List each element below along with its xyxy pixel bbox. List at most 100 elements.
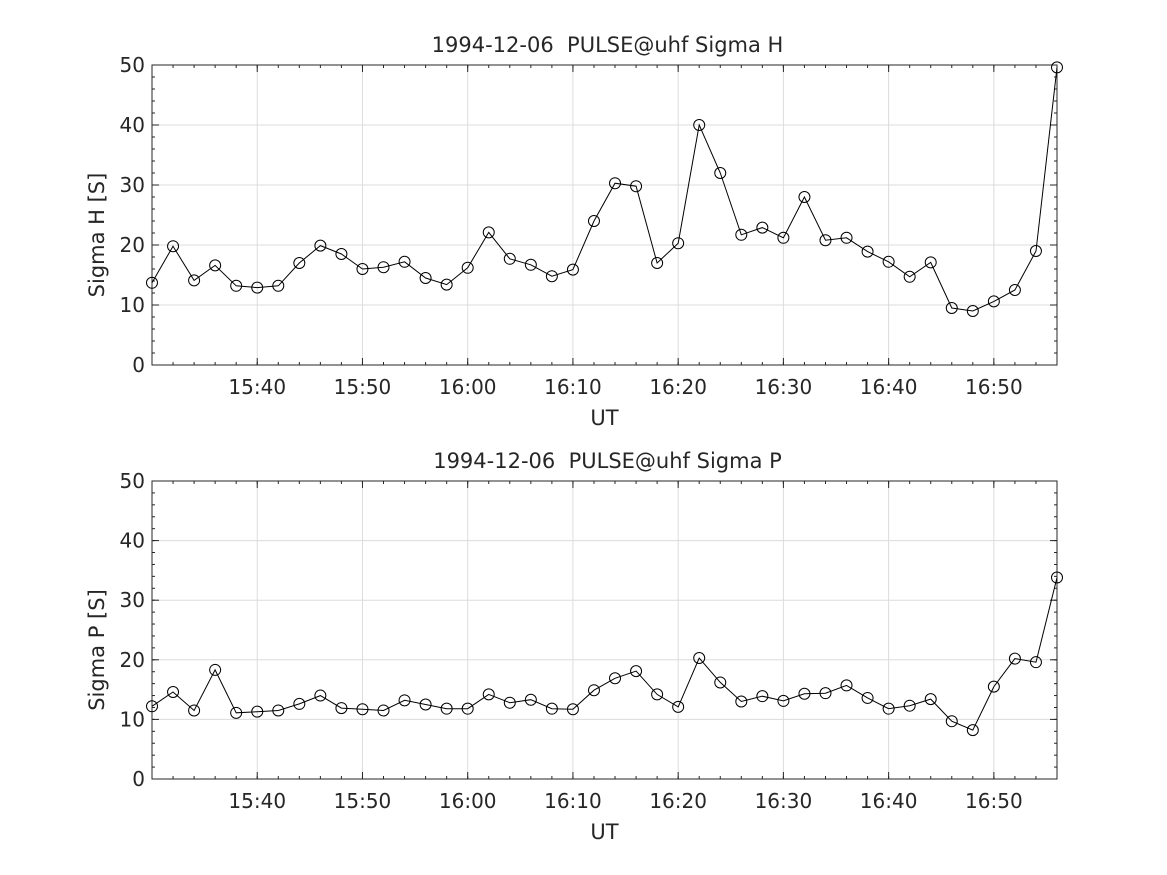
data-point (903, 699, 916, 712)
data-point (230, 279, 243, 292)
y-tick-label: 0 (132, 353, 145, 377)
data-point (966, 305, 979, 317)
data-point (293, 697, 306, 710)
data-point (419, 272, 432, 284)
data-point (272, 704, 285, 717)
data-point (672, 237, 685, 250)
sigma-p-plot: 15:40 15:50 16:00 16:10 16:20 16:30 16:40 16:50… (85, 449, 1063, 844)
data-point (587, 215, 600, 227)
data-point (146, 276, 158, 289)
x-tick-label: 16:30 (755, 789, 813, 813)
sigma-h-plot: 15:40 15:50 16:00 16:10 16:20 16:30 16:40 16:50… (85, 33, 1063, 430)
data-point (545, 702, 558, 715)
plot-area (152, 65, 1057, 365)
data-point (1029, 245, 1042, 257)
data-point (251, 281, 264, 294)
data-point (545, 270, 558, 283)
data-point (987, 680, 1000, 693)
data-point (756, 690, 769, 703)
series-line (151, 67, 1058, 312)
data-point (314, 239, 327, 252)
axes-border (151, 480, 1058, 780)
data-point (566, 263, 579, 276)
data-point (840, 679, 853, 692)
data-point (461, 261, 474, 274)
data-point (356, 263, 369, 275)
data-point (987, 295, 1000, 308)
y-tick-label: 40 (120, 113, 145, 137)
y-tick-label: 40 (120, 529, 145, 553)
data-point (693, 119, 706, 131)
data-point (251, 705, 264, 718)
data-point (566, 703, 579, 716)
x-tick-label: 15:40 (228, 375, 286, 399)
data-point (377, 704, 390, 717)
data-point (924, 693, 937, 706)
x-tick-label: 16:30 (755, 375, 813, 399)
data-point (672, 700, 685, 713)
data-point (861, 245, 874, 258)
y-tick-label: 0 (132, 767, 145, 791)
data-point (966, 724, 979, 737)
x-tick-label: 16:00 (439, 789, 497, 813)
x-tick-label: 16:20 (649, 789, 707, 813)
y-tick-label: 20 (120, 233, 145, 257)
data-point (377, 261, 390, 274)
x-tick-label: 15:50 (334, 789, 392, 813)
data-point (756, 221, 769, 234)
y-tick-label: 20 (120, 648, 145, 672)
data-point (819, 234, 832, 247)
x-axis-label: UT (590, 406, 618, 430)
data-point (651, 257, 664, 269)
x-tick-label: 16:20 (649, 375, 707, 399)
chart-title: 1994-12-06 PULSE@uhf Sigma H (432, 33, 784, 57)
data-point (693, 652, 706, 665)
data-point (461, 702, 474, 715)
data-point (1051, 571, 1063, 584)
data-point (293, 257, 306, 269)
data-point (419, 698, 432, 711)
data-point (819, 687, 832, 700)
data-point (335, 702, 348, 715)
x-tick-label: 15:50 (334, 375, 392, 399)
data-point (440, 278, 453, 291)
data-point (209, 259, 222, 272)
data-point (482, 688, 495, 701)
series-line (151, 577, 1058, 731)
plot-area (152, 481, 1057, 779)
data-point (798, 687, 811, 700)
data-point (398, 694, 411, 707)
data-point (1008, 652, 1021, 665)
x-tick-label: 16:40 (860, 375, 918, 399)
x-tick-label: 16:10 (544, 375, 602, 399)
data-point (503, 252, 516, 265)
data-point (524, 693, 537, 706)
data-point (777, 231, 790, 244)
data-point (398, 255, 411, 268)
data-point (587, 684, 600, 697)
data-point (714, 167, 727, 179)
data-point (945, 715, 958, 728)
data-point (230, 706, 243, 719)
data-point (714, 676, 727, 689)
data-point (335, 248, 348, 260)
data-point (882, 702, 895, 715)
x-tick-label: 16:50 (965, 375, 1023, 399)
y-axis-label: Sigma H [S] (85, 173, 109, 298)
data-point (945, 302, 958, 314)
data-point (609, 672, 622, 685)
y-tick-label: 50 (120, 469, 145, 493)
y-tick-label: 10 (120, 707, 145, 731)
x-axis-label: UT (590, 820, 618, 844)
data-point (630, 180, 643, 193)
data-point (146, 700, 158, 713)
data-point (1008, 284, 1021, 296)
data-point (924, 256, 937, 269)
x-tick-label: 16:50 (965, 789, 1023, 813)
y-tick-label: 30 (120, 173, 145, 197)
data-point (861, 691, 874, 704)
data-point (609, 177, 622, 190)
data-point (777, 694, 790, 707)
data-point (167, 240, 180, 253)
